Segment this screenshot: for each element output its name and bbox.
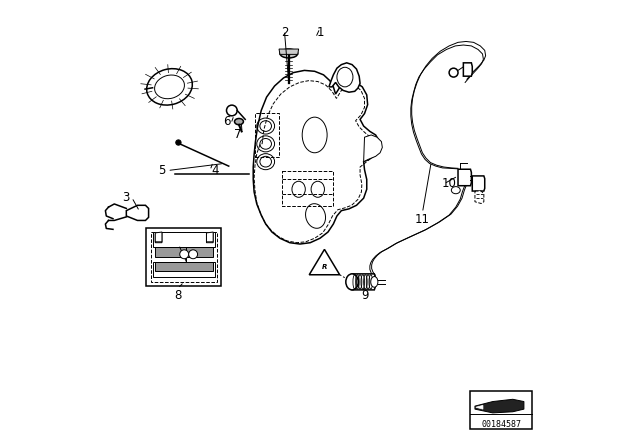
Ellipse shape [371,276,378,287]
Text: 2: 2 [280,26,288,39]
Ellipse shape [180,250,189,259]
Polygon shape [156,247,213,258]
Ellipse shape [189,250,198,259]
Text: 11: 11 [415,213,430,226]
Text: 6: 6 [223,115,230,128]
Ellipse shape [280,49,298,58]
Polygon shape [476,405,483,409]
Polygon shape [475,399,524,413]
Polygon shape [472,176,484,191]
Polygon shape [153,232,216,247]
Polygon shape [153,262,216,277]
Text: 9: 9 [361,289,368,302]
Polygon shape [156,233,162,243]
Text: R: R [322,264,327,270]
Text: 5: 5 [158,164,166,177]
Text: 7: 7 [234,129,241,142]
Polygon shape [463,63,472,76]
Polygon shape [279,49,299,54]
Polygon shape [126,205,148,220]
Ellipse shape [176,140,181,145]
Ellipse shape [234,118,243,125]
Polygon shape [475,191,484,203]
Polygon shape [364,135,382,162]
Polygon shape [352,274,375,290]
Polygon shape [309,250,340,275]
Polygon shape [207,233,213,243]
FancyBboxPatch shape [470,391,532,429]
Ellipse shape [449,68,458,77]
Text: 3: 3 [123,191,130,204]
Text: 8: 8 [174,289,181,302]
Polygon shape [329,63,360,92]
Polygon shape [458,169,472,186]
Ellipse shape [227,105,237,116]
Polygon shape [253,70,379,244]
Polygon shape [156,232,162,242]
Text: 00184587: 00184587 [481,420,521,429]
Text: 4: 4 [212,164,219,177]
Ellipse shape [451,187,460,194]
Text: 10: 10 [442,177,456,190]
Ellipse shape [346,274,358,290]
Polygon shape [207,232,213,242]
Polygon shape [147,228,221,286]
Text: 1: 1 [316,26,324,39]
Polygon shape [156,262,213,271]
